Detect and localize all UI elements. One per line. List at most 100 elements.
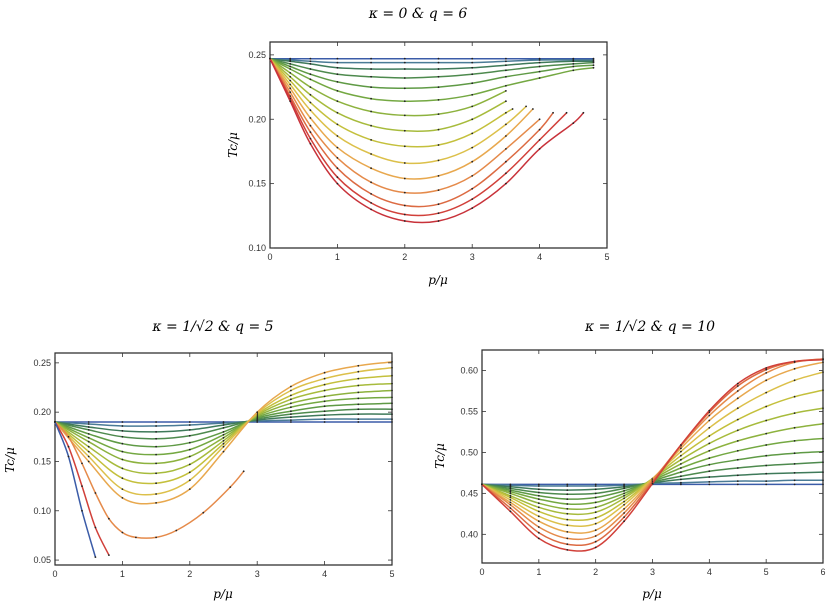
data-point <box>336 73 339 76</box>
data-point <box>471 93 474 96</box>
series-line-s15 <box>269 58 584 224</box>
data-point <box>566 512 569 515</box>
data-point <box>471 61 474 64</box>
data-point <box>289 100 292 103</box>
data-point <box>370 181 372 184</box>
data-point <box>793 367 796 370</box>
data-point <box>594 485 597 487</box>
data-point <box>765 472 768 475</box>
data-point <box>708 449 711 452</box>
data-point <box>471 198 474 201</box>
data-point <box>505 69 507 72</box>
series-line-s14 <box>54 421 97 558</box>
data-point <box>67 445 70 448</box>
data-point <box>708 435 711 437</box>
x-tick-label: 5 <box>389 569 394 579</box>
data-point <box>572 65 575 68</box>
data-point <box>822 361 824 364</box>
data-point <box>765 372 768 374</box>
data-point <box>471 146 474 149</box>
data-point <box>538 118 541 121</box>
data-point <box>505 90 507 92</box>
data-point <box>822 437 824 440</box>
data-point <box>594 492 597 495</box>
data-point <box>471 175 474 177</box>
data-point <box>594 496 597 499</box>
data-point <box>623 487 625 490</box>
chart-panel-top: κ = 0 & q = 6 0 1 2 3 4 5 0.10 0.15 0.20 0.25 p/μ… <box>226 6 610 287</box>
data-point <box>793 379 796 382</box>
data-point <box>505 111 507 114</box>
y-axis-label: Tc/μ <box>433 443 447 469</box>
data-point <box>289 59 292 61</box>
data-point <box>594 540 597 543</box>
data-point <box>822 461 824 464</box>
data-point <box>437 203 440 206</box>
data-point <box>403 57 406 60</box>
data-point <box>509 503 512 506</box>
series-line-s5 <box>269 57 594 90</box>
data-point <box>121 430 124 432</box>
data-point <box>309 73 312 76</box>
data-point <box>566 543 569 546</box>
series-line-s2 <box>269 57 594 64</box>
data-point <box>290 410 292 413</box>
data-point <box>572 60 575 63</box>
data-point <box>708 470 711 473</box>
data-point <box>481 483 483 486</box>
data-point <box>623 485 625 488</box>
data-point <box>403 162 406 164</box>
data-point <box>437 57 440 60</box>
data-point <box>290 413 292 415</box>
x-tick-label: 6 <box>820 567 825 577</box>
data-point <box>566 485 569 487</box>
data-point <box>708 481 711 483</box>
data-point <box>594 511 597 514</box>
series-layer <box>269 57 595 224</box>
data-point <box>566 508 569 510</box>
data-point <box>290 416 292 418</box>
data-point <box>623 508 625 510</box>
data-point <box>566 483 569 486</box>
data-point <box>793 452 796 455</box>
data-point <box>537 520 540 523</box>
data-point <box>793 479 796 482</box>
data-point <box>572 69 575 72</box>
series-line-s11 <box>269 58 534 180</box>
data-point <box>623 503 625 506</box>
series-line-s12 <box>54 421 245 539</box>
data-point <box>437 220 440 222</box>
data-point <box>87 440 90 443</box>
data-point <box>736 382 739 385</box>
data-point <box>594 517 597 519</box>
data-point <box>822 407 824 410</box>
data-point <box>505 75 507 78</box>
data-point <box>822 358 824 361</box>
data-point <box>87 460 90 463</box>
plot-frame <box>481 349 824 564</box>
data-point <box>471 73 474 76</box>
data-point <box>87 450 90 453</box>
data-point <box>121 442 124 445</box>
y-tick-label: 0.60 <box>460 365 478 375</box>
data-point <box>509 501 512 504</box>
data-point <box>623 484 625 487</box>
data-point <box>242 470 245 473</box>
data-point <box>357 384 360 387</box>
data-point <box>592 59 595 61</box>
data-point <box>289 75 292 78</box>
data-point <box>509 490 512 493</box>
data-point <box>309 86 312 88</box>
data-point <box>509 487 512 490</box>
data-point <box>391 389 393 392</box>
data-point <box>222 422 225 424</box>
data-point <box>537 510 540 513</box>
data-point <box>370 208 372 211</box>
data-point <box>505 60 507 63</box>
data-point <box>357 408 360 411</box>
data-point <box>765 419 768 422</box>
x-tick-label: 3 <box>255 569 260 579</box>
tick-layer: 0 1 2 3 4 5 6 0.40 0.45 0.50 0.55 0.60 <box>460 350 826 577</box>
data-point <box>391 374 393 377</box>
